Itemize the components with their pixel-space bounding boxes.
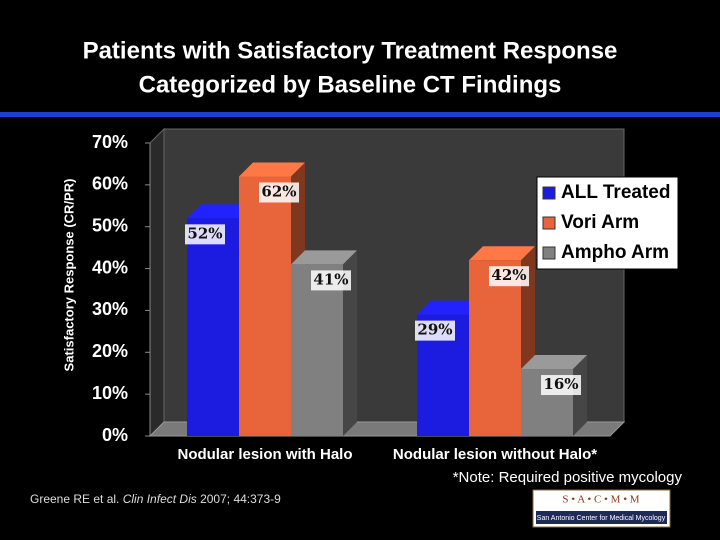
bar-top — [417, 300, 483, 315]
y-tick-label: 40% — [92, 257, 128, 277]
y-tick-label: 60% — [92, 174, 128, 194]
bar — [291, 264, 343, 436]
x-tick-label: Nodular lesion without Halo* — [393, 446, 597, 463]
value-label-bg — [259, 182, 299, 203]
value-label: 41% — [313, 270, 348, 288]
bar — [239, 176, 291, 436]
legend-box — [536, 176, 679, 270]
x-tick-label: Nodular lesion with Halo — [177, 446, 352, 463]
bar — [187, 218, 239, 436]
bar-side — [573, 355, 587, 436]
value-label-bg — [415, 320, 455, 341]
citation-details: 2007; 44:373-9 — [197, 492, 281, 506]
legend-swatch — [542, 186, 556, 200]
y-tick-label: 50% — [92, 215, 128, 235]
legend-label: Vori Arm — [561, 212, 639, 233]
chart-title: Patients with Satisfactory Treatment Res… — [83, 37, 618, 64]
bar-top — [291, 250, 357, 265]
y-tick-label: 70% — [92, 132, 128, 152]
bar-top — [521, 355, 587, 370]
bar-side — [343, 250, 357, 436]
bar — [469, 260, 521, 436]
y-axis-label: Satisfactory Response (CR/PR) — [61, 179, 76, 372]
y-tick-label: 10% — [92, 383, 128, 403]
value-label: 29% — [417, 321, 452, 339]
logo: S • A • C • M • M San Antonio Center for… — [532, 489, 671, 528]
bar-top — [239, 162, 305, 177]
citation: Greene RE et al. Clin Infect Dis 2007; 4… — [30, 492, 281, 506]
value-label: 52% — [187, 224, 222, 242]
value-label-bg — [541, 375, 581, 396]
legend-swatch — [542, 246, 556, 260]
note: *Note: Required positive mycology — [453, 469, 683, 486]
y-tick-label: 30% — [92, 299, 128, 319]
citation-journal: Clin Infect Dis — [123, 492, 197, 506]
value-label: 62% — [261, 182, 296, 200]
logo-band — [536, 511, 667, 524]
chart-title: Categorized by Baseline CT Findings — [139, 71, 562, 98]
logo-name: San Antonio Center for Medical Mycology — [537, 515, 666, 522]
logo-letters: S • A • C • M • M — [562, 494, 639, 506]
plot-side-wall — [149, 127, 165, 438]
value-label: 42% — [491, 266, 526, 284]
legend-label: Ampho Arm — [561, 242, 669, 263]
bar-top — [469, 246, 535, 261]
value-label-bg — [489, 266, 529, 287]
value-label-bg — [311, 270, 351, 291]
y-tick-label: 0% — [102, 425, 128, 445]
value-label-bg — [185, 224, 225, 245]
y-tick-label: 20% — [92, 341, 128, 361]
legend-label: ALL Treated — [561, 182, 670, 203]
bar-top — [187, 204, 253, 219]
citation-authors: Greene RE et al. — [30, 492, 123, 506]
value-label: 16% — [543, 375, 578, 393]
title-rule — [0, 112, 720, 117]
legend-swatch — [542, 216, 556, 230]
